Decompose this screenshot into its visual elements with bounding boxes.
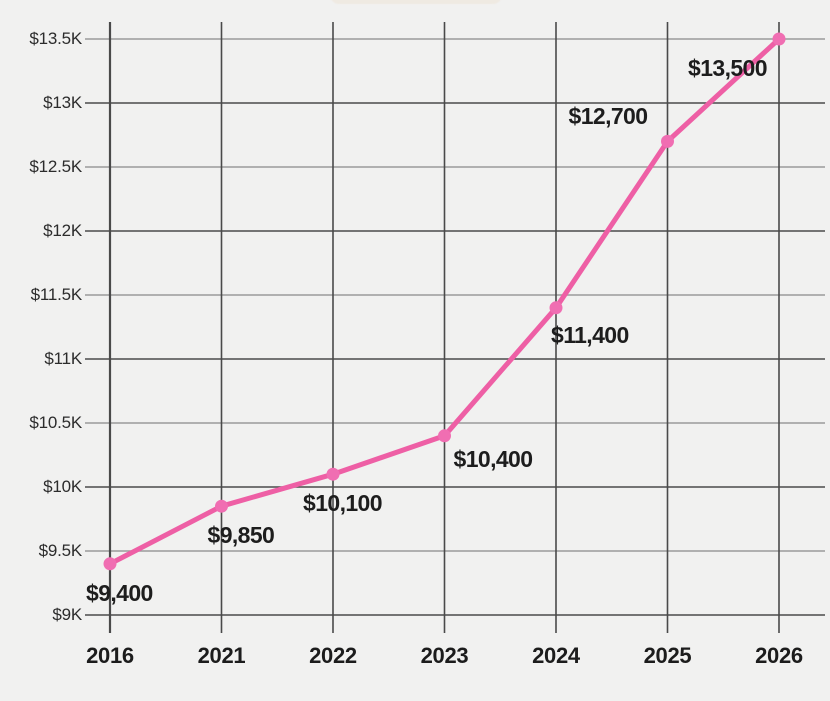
x-axis-tick-label: 2025 [643, 643, 692, 668]
data-point-value-label: $12,700 [568, 103, 649, 130]
y-axis-tick-label: $10K [43, 477, 82, 496]
data-point-marker [549, 301, 563, 315]
data-point-marker [661, 134, 674, 148]
y-axis-tick-label: $9K [52, 605, 82, 624]
data-point-marker [103, 557, 117, 571]
y-axis-tick-label: $13K [43, 93, 82, 112]
gridlines [85, 22, 825, 633]
x-axis-tick-label: 2026 [755, 643, 803, 668]
series-markers [103, 32, 786, 571]
data-point-value-label: $9,850 [207, 522, 275, 549]
data-point-marker [326, 467, 340, 481]
y-axis-tick-label: $9.5K [38, 541, 83, 560]
y-axis-tick-label: $11K [44, 349, 82, 368]
y-axis-tick-label: $10.5K [29, 413, 82, 432]
data-point-value-label: $9,400 [86, 579, 153, 606]
x-axis-tick-label: 2021 [197, 643, 246, 668]
data-point-marker [215, 499, 228, 513]
x-axis-tick-label: 2023 [420, 643, 469, 668]
y-axis-tick-label: $13.5K [29, 29, 82, 48]
data-point-value-label: $13,500 [688, 55, 768, 81]
cropped-pill-decoration [330, 0, 502, 4]
x-axis-tick-label: 2024 [532, 643, 580, 668]
data-point-marker [438, 429, 451, 443]
data-point-value-label: $11,400 [551, 321, 629, 348]
data-point-marker [772, 32, 786, 46]
data-point-value-label: $10,100 [303, 490, 383, 517]
y-axis-tick-label: $11.5K [30, 285, 83, 304]
x-axis-tick-label: 2022 [309, 643, 357, 668]
y-axis-tick-label: $12K [43, 221, 82, 240]
data-point-value-label: $10,400 [453, 445, 534, 472]
y-axis-tick-label: $12.5K [29, 157, 82, 176]
x-axis-tick-label: 2016 [86, 643, 134, 668]
